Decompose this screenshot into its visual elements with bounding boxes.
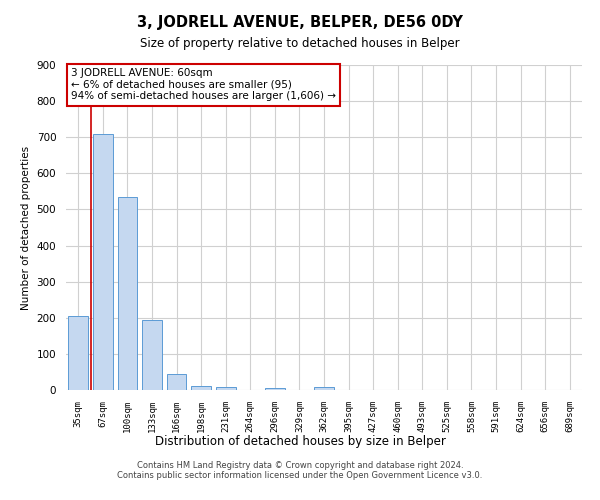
Text: Size of property relative to detached houses in Belper: Size of property relative to detached ho… [140,38,460,51]
Y-axis label: Number of detached properties: Number of detached properties [21,146,31,310]
Bar [167,374,187,390]
Bar [68,316,88,390]
Bar [314,387,334,390]
Text: Contains HM Land Registry data © Crown copyright and database right 2024.
Contai: Contains HM Land Registry data © Crown c… [118,460,482,480]
Bar [216,387,236,390]
Bar [142,320,162,390]
Bar [191,386,211,390]
Text: 3, JODRELL AVENUE, BELPER, DE56 0DY: 3, JODRELL AVENUE, BELPER, DE56 0DY [137,15,463,30]
Bar [93,134,113,390]
Bar [265,388,284,390]
Text: 3 JODRELL AVENUE: 60sqm
← 6% of detached houses are smaller (95)
94% of semi-det: 3 JODRELL AVENUE: 60sqm ← 6% of detached… [71,68,336,102]
Bar [118,197,137,390]
Text: Distribution of detached houses by size in Belper: Distribution of detached houses by size … [155,435,445,448]
